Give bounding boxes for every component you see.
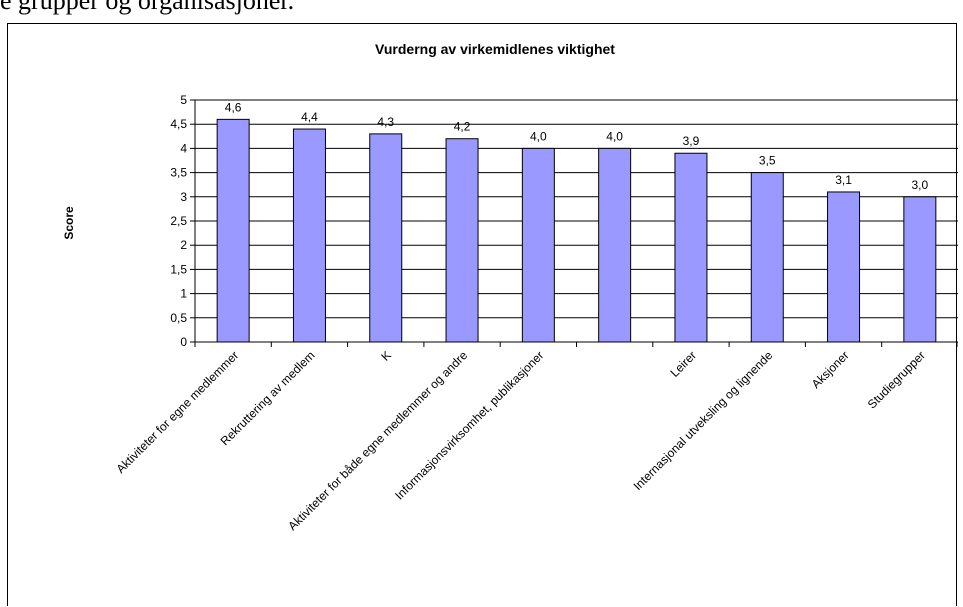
y-tick-label: 3 (180, 190, 187, 204)
chart-title: Vurderng av virkemidlenes viktighet (375, 41, 615, 57)
bar (216, 118, 250, 343)
bar (903, 196, 937, 343)
bar (598, 147, 632, 343)
y-tick-label: 4,5 (170, 117, 187, 131)
y-tick-label: 0 (180, 335, 187, 349)
data-label: 3,1 (835, 173, 852, 187)
chart-frame: Vurderng av virkemidlenes viktighet Scor… (7, 23, 958, 606)
bar-chart: Vurderng av virkemidlenes viktighet Scor… (62, 41, 958, 533)
x-tick-label: Aktiviteter for egne medlemmer (113, 348, 241, 476)
bar (674, 152, 708, 343)
y-tick-label: 2,5 (170, 214, 187, 228)
data-label: 4,6 (225, 100, 242, 114)
x-tick-label: Informasjonsvirksomhet, publikasjoner (392, 348, 546, 502)
y-tick-label: 4 (180, 141, 187, 155)
x-tick-label: K (378, 348, 394, 364)
bar (827, 191, 861, 343)
y-tick-label: 3,5 (170, 166, 187, 180)
data-label: 4,2 (454, 120, 471, 134)
data-label: 4,4 (301, 110, 318, 124)
data-label: 4,0 (530, 129, 547, 143)
x-tick-label: Leirer (667, 348, 699, 380)
axes (190, 99, 958, 347)
document-text-fragment: e grupper og organisasjoner. (0, 0, 295, 15)
bar (292, 128, 326, 343)
y-tick-label: 5 (180, 93, 187, 107)
x-tick-label: Studiegrupper (865, 348, 928, 411)
x-tick-label: Internasjonal utveksling og lignende (631, 348, 776, 493)
x-tick-label: Aktiviteter for både egne medlemmer og a… (285, 348, 470, 533)
y-tick-label: 2 (180, 238, 187, 252)
bars (216, 118, 937, 343)
y-tick-label: 1 (180, 287, 187, 301)
data-label: 4,3 (377, 115, 394, 129)
x-tick-label: Aksjoner (809, 348, 852, 391)
y-axis-label: Score (62, 206, 76, 240)
data-label: 3,0 (912, 178, 929, 192)
data-label: 3,9 (683, 134, 700, 148)
bar (369, 133, 403, 343)
data-label: 4,0 (606, 129, 623, 143)
y-tick-label: 0,5 (170, 311, 187, 325)
bar (750, 172, 784, 343)
bar (521, 147, 555, 343)
y-tick-label: 1,5 (170, 262, 187, 276)
data-label: 3,5 (759, 154, 776, 168)
bar (445, 138, 479, 343)
